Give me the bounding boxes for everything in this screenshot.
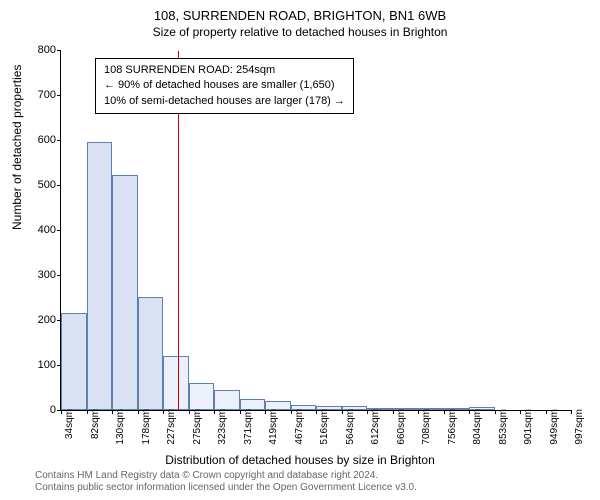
x-tick-mark <box>240 410 241 414</box>
histogram-bar <box>163 356 189 410</box>
x-tick-mark <box>546 410 547 414</box>
x-tick-mark <box>61 410 62 414</box>
x-tick-label: 901sqm <box>523 409 534 445</box>
x-tick-label: 756sqm <box>447 409 458 445</box>
y-tick-mark <box>57 95 61 96</box>
x-tick-mark <box>520 410 521 414</box>
y-tick-mark <box>57 140 61 141</box>
x-tick-label: 371sqm <box>243 409 254 445</box>
x-tick-label: 82sqm <box>90 409 101 439</box>
x-axis-label: Distribution of detached houses by size … <box>0 453 600 467</box>
y-tick-label: 600 <box>21 134 56 146</box>
chart-subtitle: Size of property relative to detached ho… <box>0 23 600 39</box>
histogram-bar <box>138 297 164 410</box>
histogram-bar <box>112 175 138 410</box>
x-tick-label: 612sqm <box>370 409 381 445</box>
y-tick-mark <box>57 50 61 51</box>
y-tick-label: 0 <box>21 404 56 416</box>
y-tick-label: 200 <box>21 314 56 326</box>
x-tick-label: 516sqm <box>319 409 330 445</box>
x-tick-mark <box>469 410 470 414</box>
x-tick-mark <box>138 410 139 414</box>
y-tick-label: 500 <box>21 179 56 191</box>
y-tick-mark <box>57 230 61 231</box>
y-tick-mark <box>57 275 61 276</box>
x-tick-mark <box>214 410 215 414</box>
x-tick-label: 467sqm <box>294 409 305 445</box>
x-tick-mark <box>342 410 343 414</box>
x-tick-mark <box>189 410 190 414</box>
x-tick-mark <box>87 410 88 414</box>
x-tick-mark <box>112 410 113 414</box>
chart-container: 108, SURRENDEN ROAD, BRIGHTON, BN1 6WB S… <box>0 0 600 500</box>
x-tick-mark <box>495 410 496 414</box>
x-tick-mark <box>444 410 445 414</box>
y-tick-label: 400 <box>21 224 56 236</box>
annotation-line3: 10% of semi-detached houses are larger (… <box>104 94 345 109</box>
y-tick-label: 700 <box>21 89 56 101</box>
x-tick-mark <box>316 410 317 414</box>
x-tick-label: 323sqm <box>217 409 228 445</box>
x-tick-mark <box>265 410 266 414</box>
x-tick-mark <box>571 410 572 414</box>
footer-line1: Contains HM Land Registry data © Crown c… <box>35 470 417 482</box>
x-tick-label: 949sqm <box>549 409 560 445</box>
x-tick-label: 660sqm <box>396 409 407 445</box>
annotation-line2: ← 90% of detached houses are smaller (1,… <box>104 78 345 93</box>
x-tick-label: 178sqm <box>141 409 152 445</box>
x-tick-mark <box>418 410 419 414</box>
histogram-bar <box>61 313 87 410</box>
x-tick-label: 419sqm <box>268 409 279 445</box>
x-tick-label: 34sqm <box>64 409 75 439</box>
x-tick-mark <box>367 410 368 414</box>
footer-line2: Contains public sector information licen… <box>35 482 417 494</box>
y-tick-label: 300 <box>21 269 56 281</box>
x-tick-label: 564sqm <box>345 409 356 445</box>
y-tick-label: 800 <box>21 44 56 56</box>
histogram-bar <box>87 142 113 410</box>
x-tick-mark <box>291 410 292 414</box>
x-tick-label: 804sqm <box>472 409 483 445</box>
x-tick-label: 275sqm <box>192 409 203 445</box>
y-tick-mark <box>57 185 61 186</box>
x-tick-label: 227sqm <box>166 409 177 445</box>
chart-title: 108, SURRENDEN ROAD, BRIGHTON, BN1 6WB <box>0 0 600 23</box>
x-tick-label: 997sqm <box>574 409 585 445</box>
y-tick-label: 100 <box>21 359 56 371</box>
histogram-bar <box>214 390 240 410</box>
histogram-bar <box>189 383 215 410</box>
x-tick-label: 708sqm <box>421 409 432 445</box>
annotation-line1: 108 SURRENDEN ROAD: 254sqm <box>104 63 345 78</box>
x-tick-mark <box>163 410 164 414</box>
x-tick-mark <box>393 410 394 414</box>
x-tick-label: 130sqm <box>115 409 126 445</box>
annotation-box: 108 SURRENDEN ROAD: 254sqm ← 90% of deta… <box>95 58 354 114</box>
footer: Contains HM Land Registry data © Crown c… <box>35 470 417 494</box>
x-tick-label: 853sqm <box>498 409 509 445</box>
